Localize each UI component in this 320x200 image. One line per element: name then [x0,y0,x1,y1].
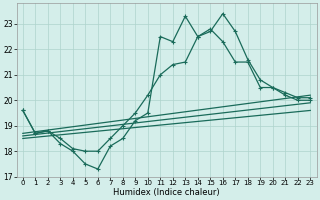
X-axis label: Humidex (Indice chaleur): Humidex (Indice chaleur) [113,188,220,197]
